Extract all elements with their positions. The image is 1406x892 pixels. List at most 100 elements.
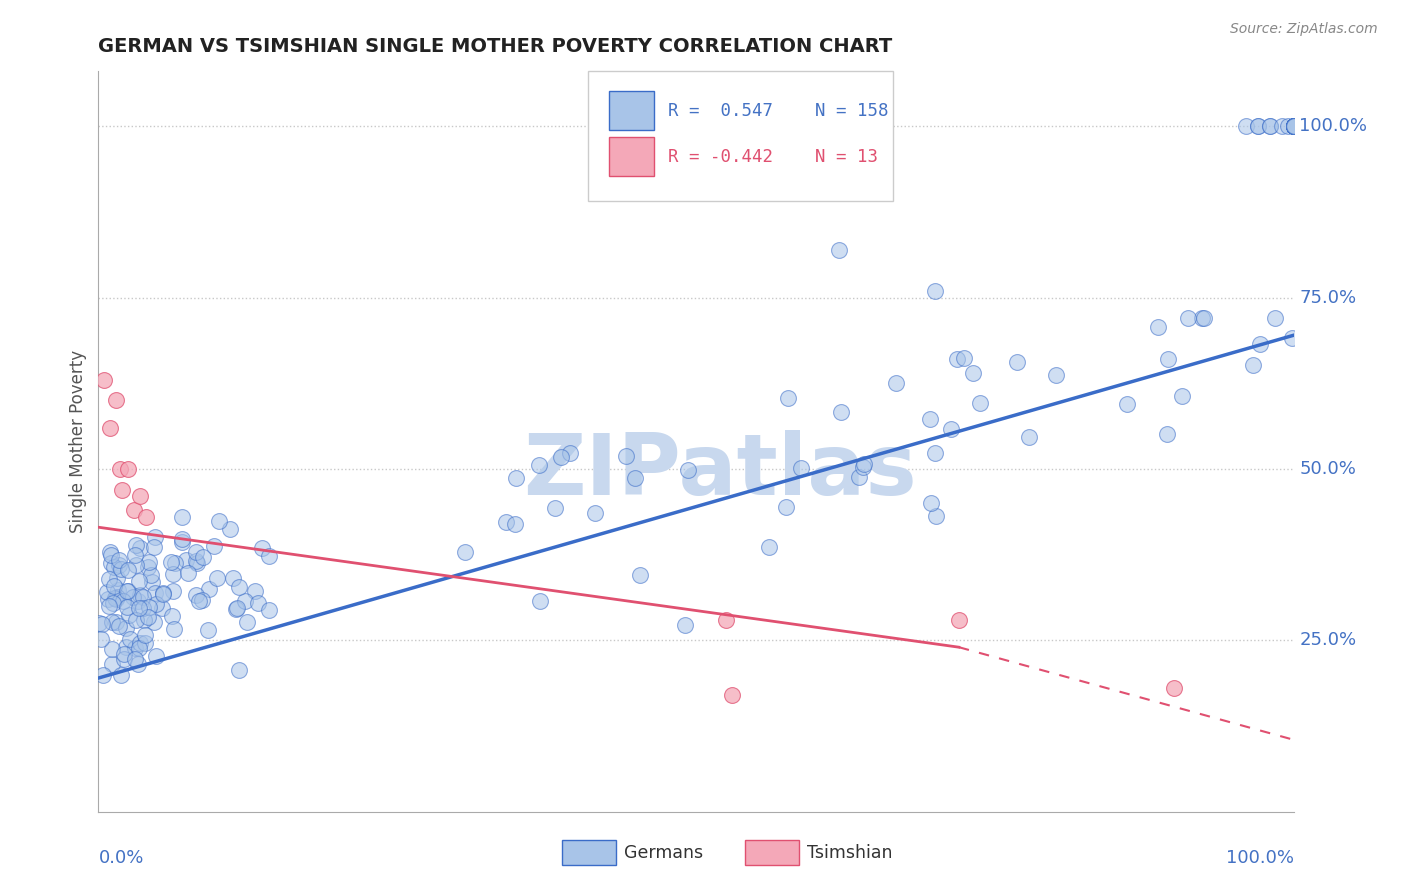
- Point: [128, 657, 150, 672]
- Point: [228, 580, 250, 594]
- Point: [124, 652, 146, 666]
- Point: [163, 556, 186, 570]
- Point: [100, 556, 122, 570]
- Text: 100.0%: 100.0%: [1299, 117, 1368, 136]
- FancyBboxPatch shape: [562, 840, 616, 865]
- Text: 0.0%: 0.0%: [98, 849, 143, 867]
- Point: [198, 582, 221, 596]
- Point: [1281, 331, 1303, 345]
- Point: [505, 471, 527, 485]
- Point: [128, 601, 150, 615]
- Point: [127, 593, 149, 607]
- Text: 100.0%: 100.0%: [1226, 849, 1294, 867]
- Point: [454, 545, 477, 559]
- Point: [89, 615, 111, 630]
- Point: [1282, 119, 1305, 133]
- Point: [111, 483, 134, 497]
- Point: [920, 412, 942, 426]
- Point: [97, 572, 120, 586]
- Point: [170, 510, 193, 524]
- Point: [852, 457, 875, 471]
- Point: [163, 622, 186, 636]
- Point: [105, 590, 128, 604]
- Point: [1191, 311, 1213, 326]
- Point: [628, 568, 651, 582]
- Point: [98, 545, 121, 559]
- Point: [1282, 119, 1305, 133]
- Point: [118, 632, 141, 646]
- Point: [1018, 430, 1040, 444]
- Point: [103, 579, 125, 593]
- Point: [91, 617, 114, 632]
- Point: [1282, 119, 1305, 133]
- Point: [236, 615, 259, 629]
- Point: [924, 446, 946, 460]
- Point: [125, 558, 148, 573]
- Point: [107, 553, 129, 567]
- Text: 75.0%: 75.0%: [1299, 289, 1357, 307]
- Point: [257, 549, 280, 563]
- Point: [790, 460, 813, 475]
- Point: [105, 615, 128, 629]
- Point: [135, 510, 157, 524]
- Point: [1177, 311, 1199, 326]
- Point: [110, 667, 132, 681]
- Point: [111, 593, 134, 607]
- Point: [939, 422, 962, 436]
- Point: [776, 391, 799, 405]
- Point: [1163, 681, 1185, 696]
- Point: [1282, 119, 1305, 133]
- Point: [128, 641, 150, 656]
- Point: [103, 560, 125, 574]
- Point: [100, 642, 122, 657]
- Point: [503, 516, 526, 531]
- Text: R =  0.547    N = 158: R = 0.547 N = 158: [668, 102, 889, 120]
- Point: [624, 470, 647, 484]
- Point: [145, 586, 167, 600]
- Point: [176, 553, 198, 567]
- Point: [1249, 337, 1271, 351]
- Point: [160, 555, 183, 569]
- Point: [1171, 389, 1194, 403]
- Text: Tsimshian: Tsimshian: [807, 844, 893, 862]
- Point: [184, 589, 207, 603]
- Text: Germans: Germans: [624, 844, 703, 862]
- Point: [176, 566, 198, 580]
- Point: [225, 601, 247, 615]
- Point: [527, 458, 550, 473]
- Point: [136, 610, 159, 624]
- Point: [758, 540, 780, 554]
- Point: [117, 563, 139, 577]
- Point: [143, 530, 166, 544]
- Point: [112, 647, 135, 661]
- Point: [112, 651, 135, 665]
- Point: [1258, 119, 1281, 133]
- Point: [129, 541, 152, 555]
- Text: 50.0%: 50.0%: [1299, 460, 1357, 478]
- Point: [170, 535, 193, 549]
- Point: [117, 583, 139, 598]
- Point: [920, 495, 942, 509]
- Point: [93, 373, 115, 387]
- Point: [614, 449, 637, 463]
- Point: [103, 596, 125, 610]
- Point: [233, 593, 256, 607]
- Point: [1282, 119, 1305, 133]
- Point: [100, 548, 122, 562]
- Point: [104, 591, 127, 605]
- Point: [162, 584, 184, 599]
- Point: [953, 351, 976, 366]
- Text: GERMAN VS TSIMSHIAN SINGLE MOTHER POVERTY CORRELATION CHART: GERMAN VS TSIMSHIAN SINGLE MOTHER POVERT…: [98, 37, 893, 56]
- Point: [129, 636, 152, 650]
- Point: [191, 593, 214, 607]
- Point: [1282, 119, 1305, 133]
- Point: [221, 571, 243, 585]
- Point: [98, 421, 122, 435]
- Point: [495, 516, 517, 530]
- Point: [129, 489, 152, 503]
- Point: [550, 450, 572, 465]
- Point: [202, 539, 225, 553]
- Point: [775, 500, 797, 514]
- Point: [925, 509, 948, 524]
- Point: [141, 568, 163, 582]
